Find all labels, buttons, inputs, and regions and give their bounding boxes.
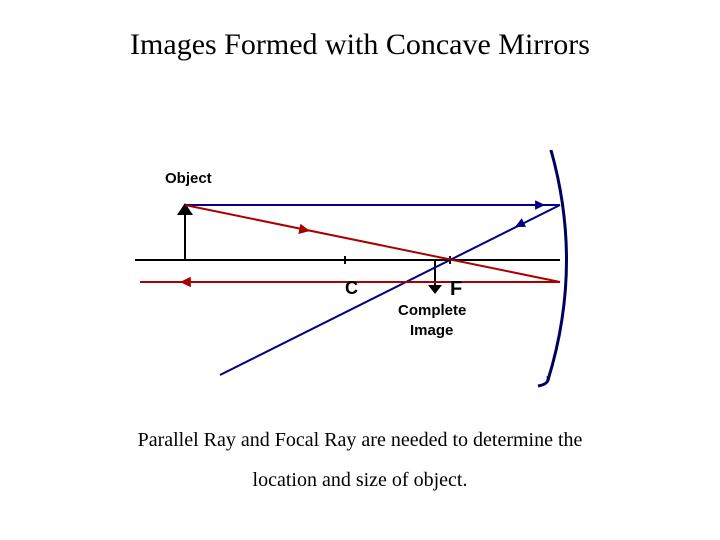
ray-diagram: Object C F Complete Image (130, 150, 590, 390)
caption-line1: Parallel Ray and Focal Ray are needed to… (138, 429, 583, 451)
f-label: F (450, 278, 462, 301)
caption-text: Parallel Ray and Focal Ray are needed to… (0, 420, 720, 500)
image-label: Image (410, 322, 453, 339)
c-label: C (345, 278, 358, 299)
object-label: Object (165, 170, 212, 187)
complete-label: Complete (398, 302, 466, 319)
page-title: Images Formed with Concave Mirrors (0, 28, 720, 62)
caption-line2: location and size of object. (253, 469, 468, 491)
